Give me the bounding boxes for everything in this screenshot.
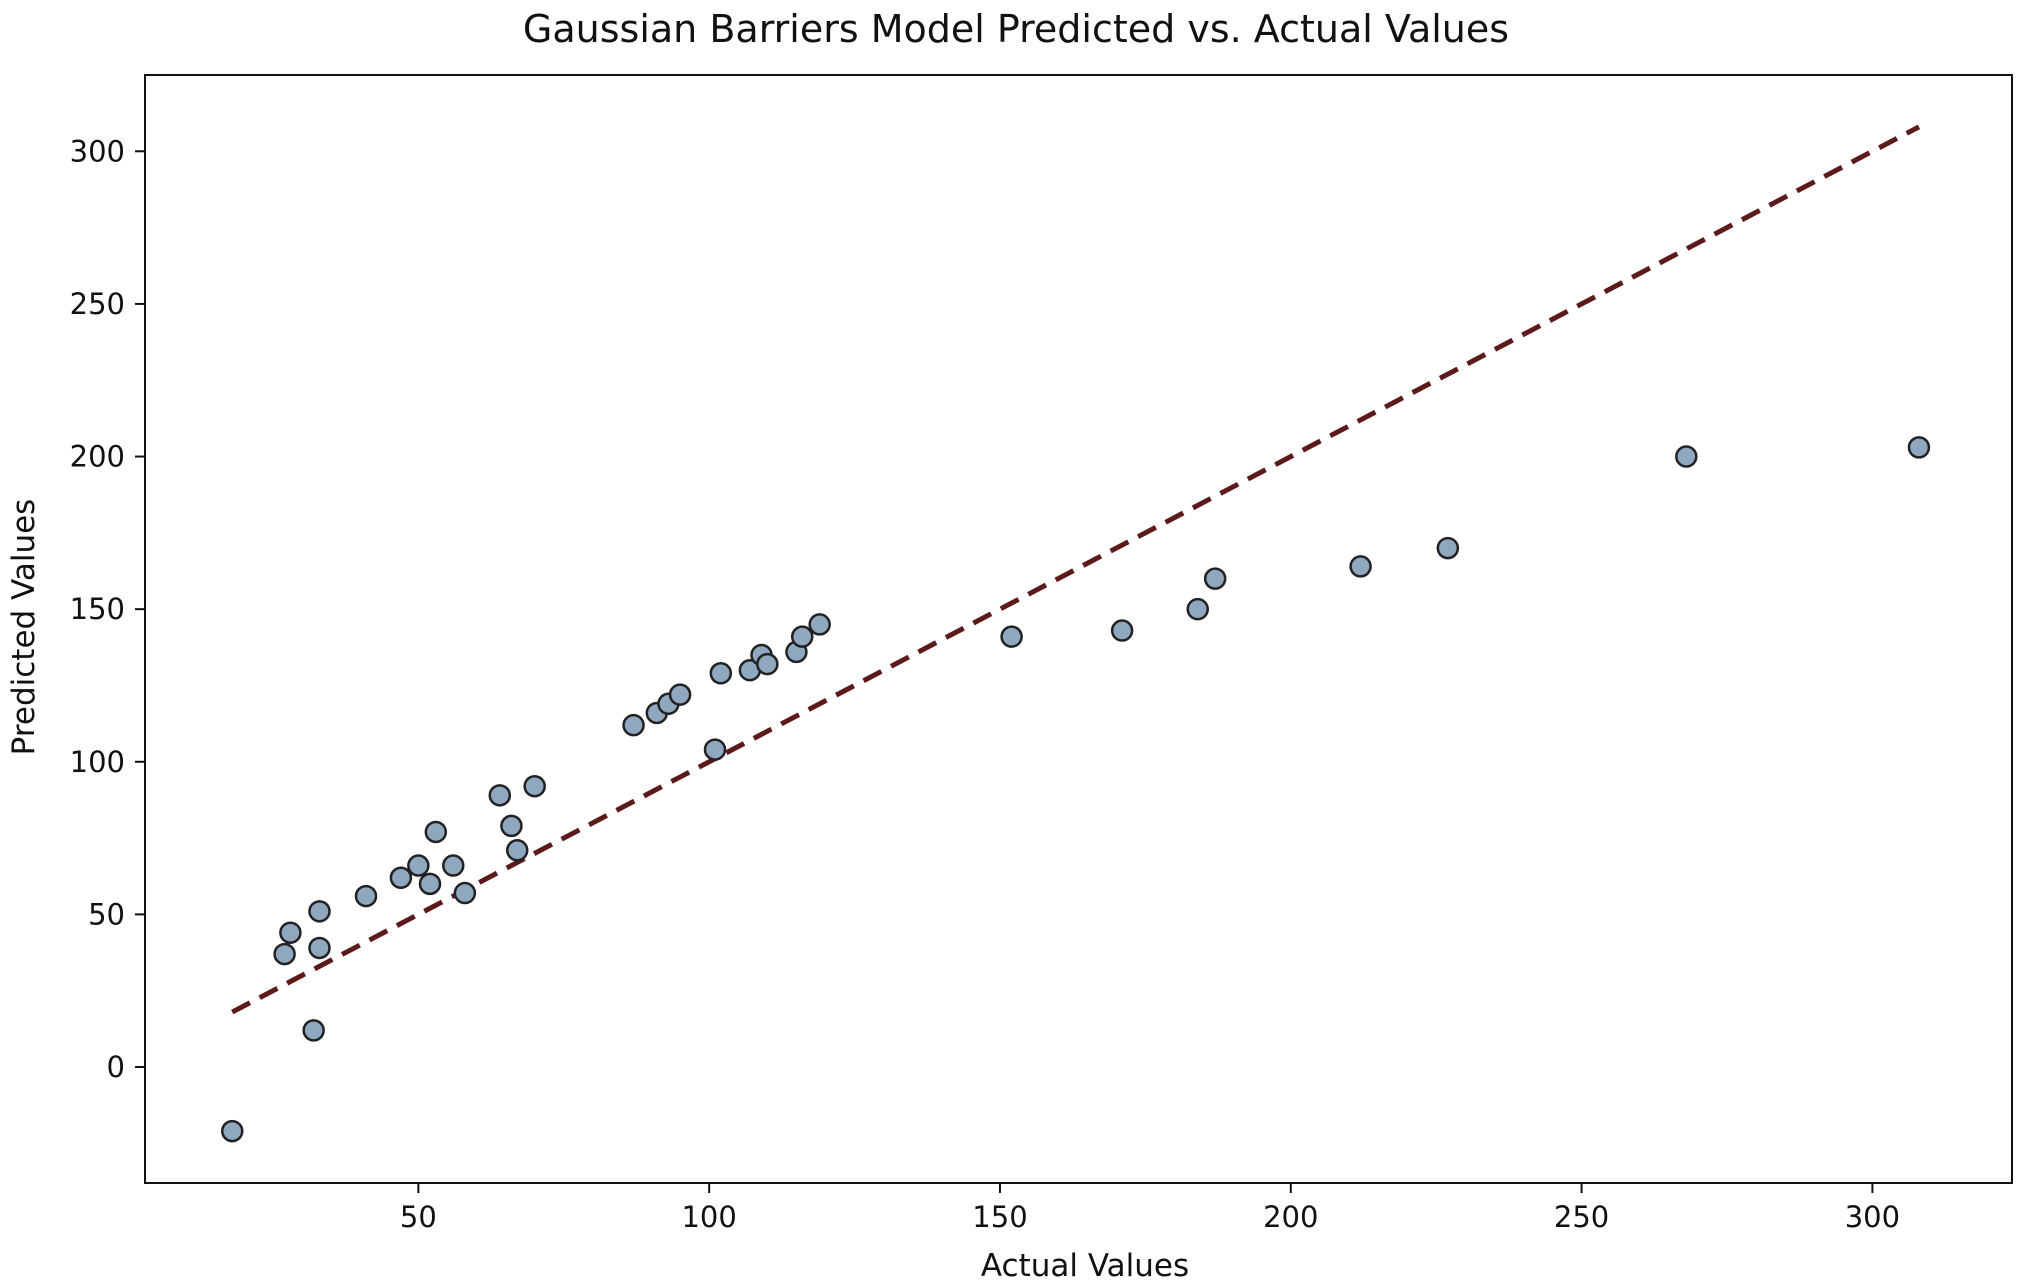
- chart-title: Gaussian Barriers Model Predicted vs. Ac…: [523, 7, 1509, 51]
- y-axis-label: Predicted Values: [6, 499, 42, 756]
- scatter-point: [308, 936, 331, 960]
- x-tick-label: 200: [1263, 1200, 1318, 1234]
- scatter-point: [488, 784, 512, 807]
- ideal-fit-reference-line: [231, 124, 1921, 1015]
- scatter-point: [354, 884, 378, 908]
- scatter-point: [1186, 597, 1209, 621]
- scatter-point: [279, 921, 302, 944]
- x-tick-label: 300: [1845, 1200, 1900, 1234]
- scatter-point: [308, 900, 331, 923]
- scatter-point: [622, 713, 645, 737]
- plot-area-frame: [144, 74, 2013, 1184]
- x-tick-label: 150: [972, 1200, 1027, 1234]
- scatter-point: [756, 652, 779, 676]
- y-tick-label: 300: [70, 134, 125, 168]
- y-tick-label: 0: [107, 1050, 125, 1084]
- scatter-point: [808, 613, 831, 636]
- scatter-point: [703, 738, 727, 761]
- scatter-point: [302, 1019, 325, 1042]
- x-tick-label: 250: [1554, 1200, 1609, 1234]
- scatter-point: [273, 942, 296, 966]
- scatter-point: [1436, 536, 1460, 560]
- y-tick-label: 100: [70, 745, 125, 779]
- scatter-point: [1203, 567, 1227, 590]
- scatter-point: [407, 854, 430, 877]
- scatter-point: [790, 625, 814, 648]
- scatter-point: [453, 881, 477, 905]
- x-tick-label: 50: [400, 1200, 437, 1234]
- y-tick-label: 150: [70, 592, 125, 626]
- scatter-point: [709, 662, 733, 685]
- x-tick-label: 100: [681, 1200, 736, 1234]
- y-tick-label: 50: [88, 897, 125, 931]
- scatter-point: [418, 872, 442, 896]
- scatter-point: [1675, 445, 1698, 468]
- scatter-point: [1000, 625, 1023, 648]
- y-tick-label: 250: [70, 287, 125, 321]
- scatter-point: [505, 839, 529, 862]
- scatter-point: [1110, 619, 1134, 642]
- scatter-point: [389, 866, 413, 890]
- y-tick-label: 200: [70, 440, 125, 474]
- x-axis-label: Actual Values: [981, 1248, 1189, 1281]
- scatter-point: [424, 820, 448, 844]
- scatter-point: [1907, 436, 1931, 459]
- scatter-point: [442, 854, 465, 877]
- scatter-point: [1349, 555, 1372, 578]
- scatter-point: [500, 814, 523, 838]
- scatter-point: [523, 774, 546, 798]
- scatter-point: [220, 1119, 244, 1143]
- scatter-point: [668, 683, 692, 706]
